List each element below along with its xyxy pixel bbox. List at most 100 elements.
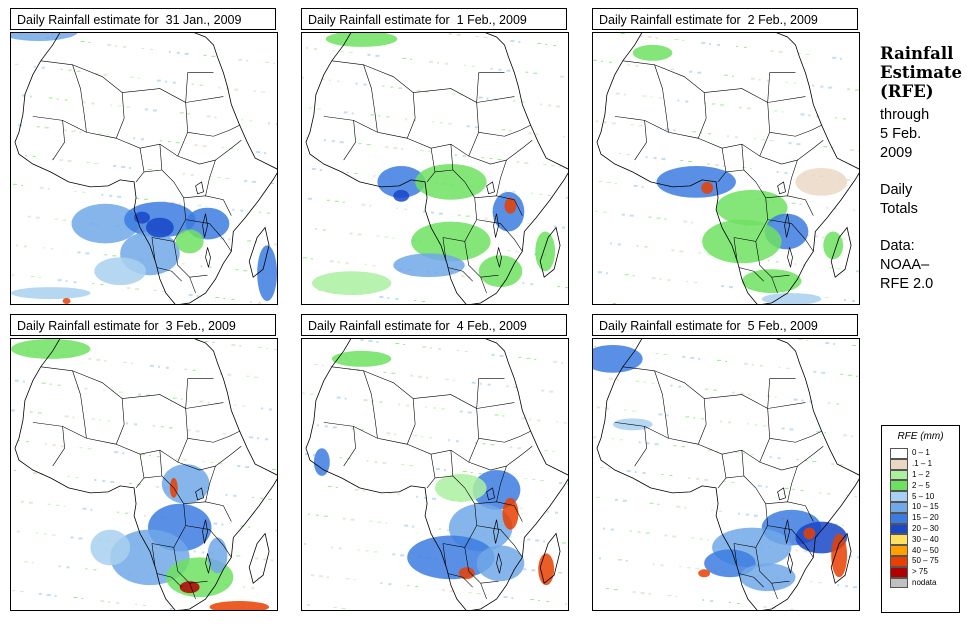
rainfall-speckle (229, 148, 234, 150)
rainfall-speckle (464, 350, 468, 352)
rainfall-speckle (429, 437, 433, 439)
rainfall-speckle (432, 121, 435, 123)
rainfall-speckle (265, 438, 269, 441)
rainfall-cell (761, 293, 822, 304)
country-border (177, 139, 242, 165)
rainfall-speckle (318, 575, 323, 578)
legend-swatch (890, 480, 908, 492)
rainfall-speckle (336, 80, 340, 82)
rainfall-speckle (79, 447, 83, 449)
rainfall-speckle (775, 261, 779, 263)
rainfall-speckle (444, 378, 449, 380)
rainfall-speckle (701, 41, 706, 44)
rainfall-speckle (645, 156, 648, 159)
rainfall-speckle (507, 250, 511, 252)
rainfall-cell (701, 181, 714, 194)
country-border (116, 132, 188, 157)
rainfall-cell (313, 448, 330, 476)
rainfall-speckle (82, 507, 87, 510)
rainfall-speckle (175, 458, 178, 461)
legend-item: .1 – 1 (890, 458, 939, 470)
rainfall-speckle (522, 282, 525, 285)
rainfall-speckle (426, 376, 429, 379)
country-border (413, 88, 479, 133)
rainfall-speckle (702, 599, 705, 602)
rainfall-speckle (86, 162, 90, 164)
country-border (767, 402, 806, 409)
rainfall-speckle (503, 596, 508, 599)
rainfall-speckle (614, 498, 618, 501)
rainfall-speckle (710, 600, 714, 603)
rainfall-speckle (537, 419, 541, 422)
country-border (476, 96, 515, 103)
legend-label: 30 – 40 (912, 534, 939, 544)
country-border (767, 525, 814, 558)
rainfall-speckle (357, 549, 360, 551)
legend-swatch (890, 555, 908, 567)
rainfall-speckle (199, 400, 204, 403)
rainfall-speckle (634, 471, 637, 474)
rainfall-speckle (797, 52, 801, 54)
rainfall-speckle (15, 244, 18, 247)
rainfall-speckle (339, 141, 344, 144)
rainfall-speckle (44, 127, 49, 129)
rainfall-speckle (46, 594, 51, 597)
rainfall-speckle (379, 296, 384, 299)
rainfall-speckle (753, 138, 756, 140)
rainfall-speckle (853, 586, 858, 589)
rainfall-speckle (798, 339, 803, 341)
rainfall-speckle (77, 251, 81, 254)
legend-item: 2 – 5 (890, 480, 939, 492)
rainfall-speckle (646, 442, 650, 445)
rainfall-speckle (690, 356, 695, 359)
rainfall-speckle (389, 492, 392, 494)
rainfall-speckle (307, 513, 310, 515)
rainfall-speckle (317, 289, 321, 292)
rainfall-speckle (549, 390, 554, 393)
rainfall-speckle (322, 229, 326, 231)
rainfall-speckle (136, 197, 140, 199)
rainfall-speckle (312, 454, 315, 457)
lake-outline (777, 487, 786, 501)
rainfall-speckle (839, 464, 844, 467)
rainfall-speckle (342, 201, 345, 203)
rainfall-speckle (717, 43, 721, 46)
rainfall-speckle (87, 448, 92, 450)
rainfall-speckle (644, 246, 648, 248)
rainfall-speckle (81, 598, 84, 600)
rainfall-speckle (613, 589, 618, 591)
rainfall-speckle (190, 173, 194, 176)
country-border (476, 72, 505, 103)
rainfall-speckle (506, 69, 511, 72)
rainfall-speckle (562, 226, 566, 229)
rainfall-speckle (447, 123, 452, 125)
rainfall-speckle (271, 182, 275, 184)
rainfall-speckle (663, 353, 668, 355)
rainfall-speckle (618, 153, 621, 155)
country-border (474, 501, 523, 522)
rainfall-speckle (104, 359, 107, 362)
rainfall-speckle (799, 203, 802, 205)
rainfall-speckle (711, 509, 714, 511)
rainfall-speckle (623, 93, 626, 96)
rainfall-speckle (369, 520, 373, 522)
rainfall-speckle (386, 116, 390, 118)
rainfall-cell (393, 189, 410, 202)
rainfall-speckle (84, 387, 88, 390)
country-border (426, 454, 436, 489)
country-borders (614, 366, 824, 600)
legend-swatch (890, 545, 908, 556)
rainfall-speckle (832, 56, 837, 59)
country-border (698, 132, 770, 157)
rainfall-cell (476, 545, 525, 582)
country-border (151, 543, 182, 588)
rainfall-speckle (85, 568, 88, 570)
lake-outline (205, 553, 211, 574)
rainfall-speckle (110, 480, 115, 483)
legend-item: nodata (890, 577, 939, 589)
rainfall-speckle (784, 487, 789, 489)
legend-swatch (890, 577, 908, 589)
rainfall-speckle (681, 446, 686, 448)
rainfall-speckle (329, 365, 333, 367)
rainfall-speckle (60, 68, 63, 70)
